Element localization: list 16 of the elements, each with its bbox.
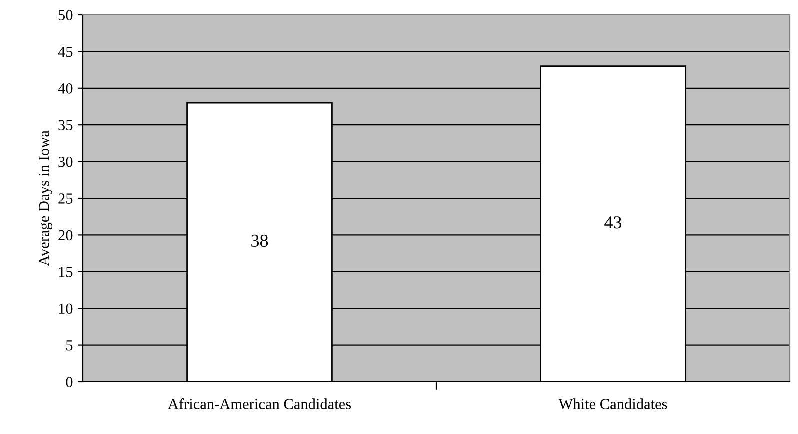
y-tick-label: 15 <box>59 267 73 278</box>
y-tick-label: 0 <box>66 377 73 388</box>
y-tick-label: 20 <box>58 230 73 241</box>
y-tick-label: 10 <box>59 304 73 314</box>
y-tick-label: 35 <box>58 120 73 131</box>
x-tick-label: White Candidates <box>558 398 668 410</box>
y-axis-title: Average Days in Iowa <box>39 130 52 266</box>
y-tick-label: 5 <box>66 340 73 351</box>
data-label: 43 <box>604 216 622 229</box>
data-label: 38 <box>252 234 268 248</box>
y-tick-label: 30 <box>58 156 73 168</box>
y-tick-label: 40 <box>58 84 73 94</box>
y-tick-label: 45 <box>58 46 73 58</box>
x-tick-label: African-American Candidates <box>168 398 352 410</box>
y-tick-label: 25 <box>58 194 73 204</box>
y-tick-label: 50 <box>58 10 73 20</box>
